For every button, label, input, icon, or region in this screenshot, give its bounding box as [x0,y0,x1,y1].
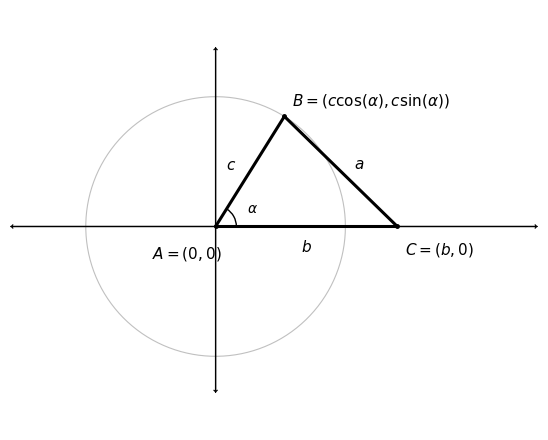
Text: $\alpha$: $\alpha$ [247,202,258,216]
Text: $a$: $a$ [354,158,364,172]
Text: $C=(b,0)$: $C=(b,0)$ [405,241,474,259]
Text: $b$: $b$ [301,239,312,256]
Text: $A=(0,0)$: $A=(0,0)$ [152,245,222,263]
Text: $B=(c\cos(\alpha),c\sin(\alpha))$: $B=(c\cos(\alpha),c\sin(\alpha))$ [292,92,450,110]
Text: $c$: $c$ [226,159,236,173]
